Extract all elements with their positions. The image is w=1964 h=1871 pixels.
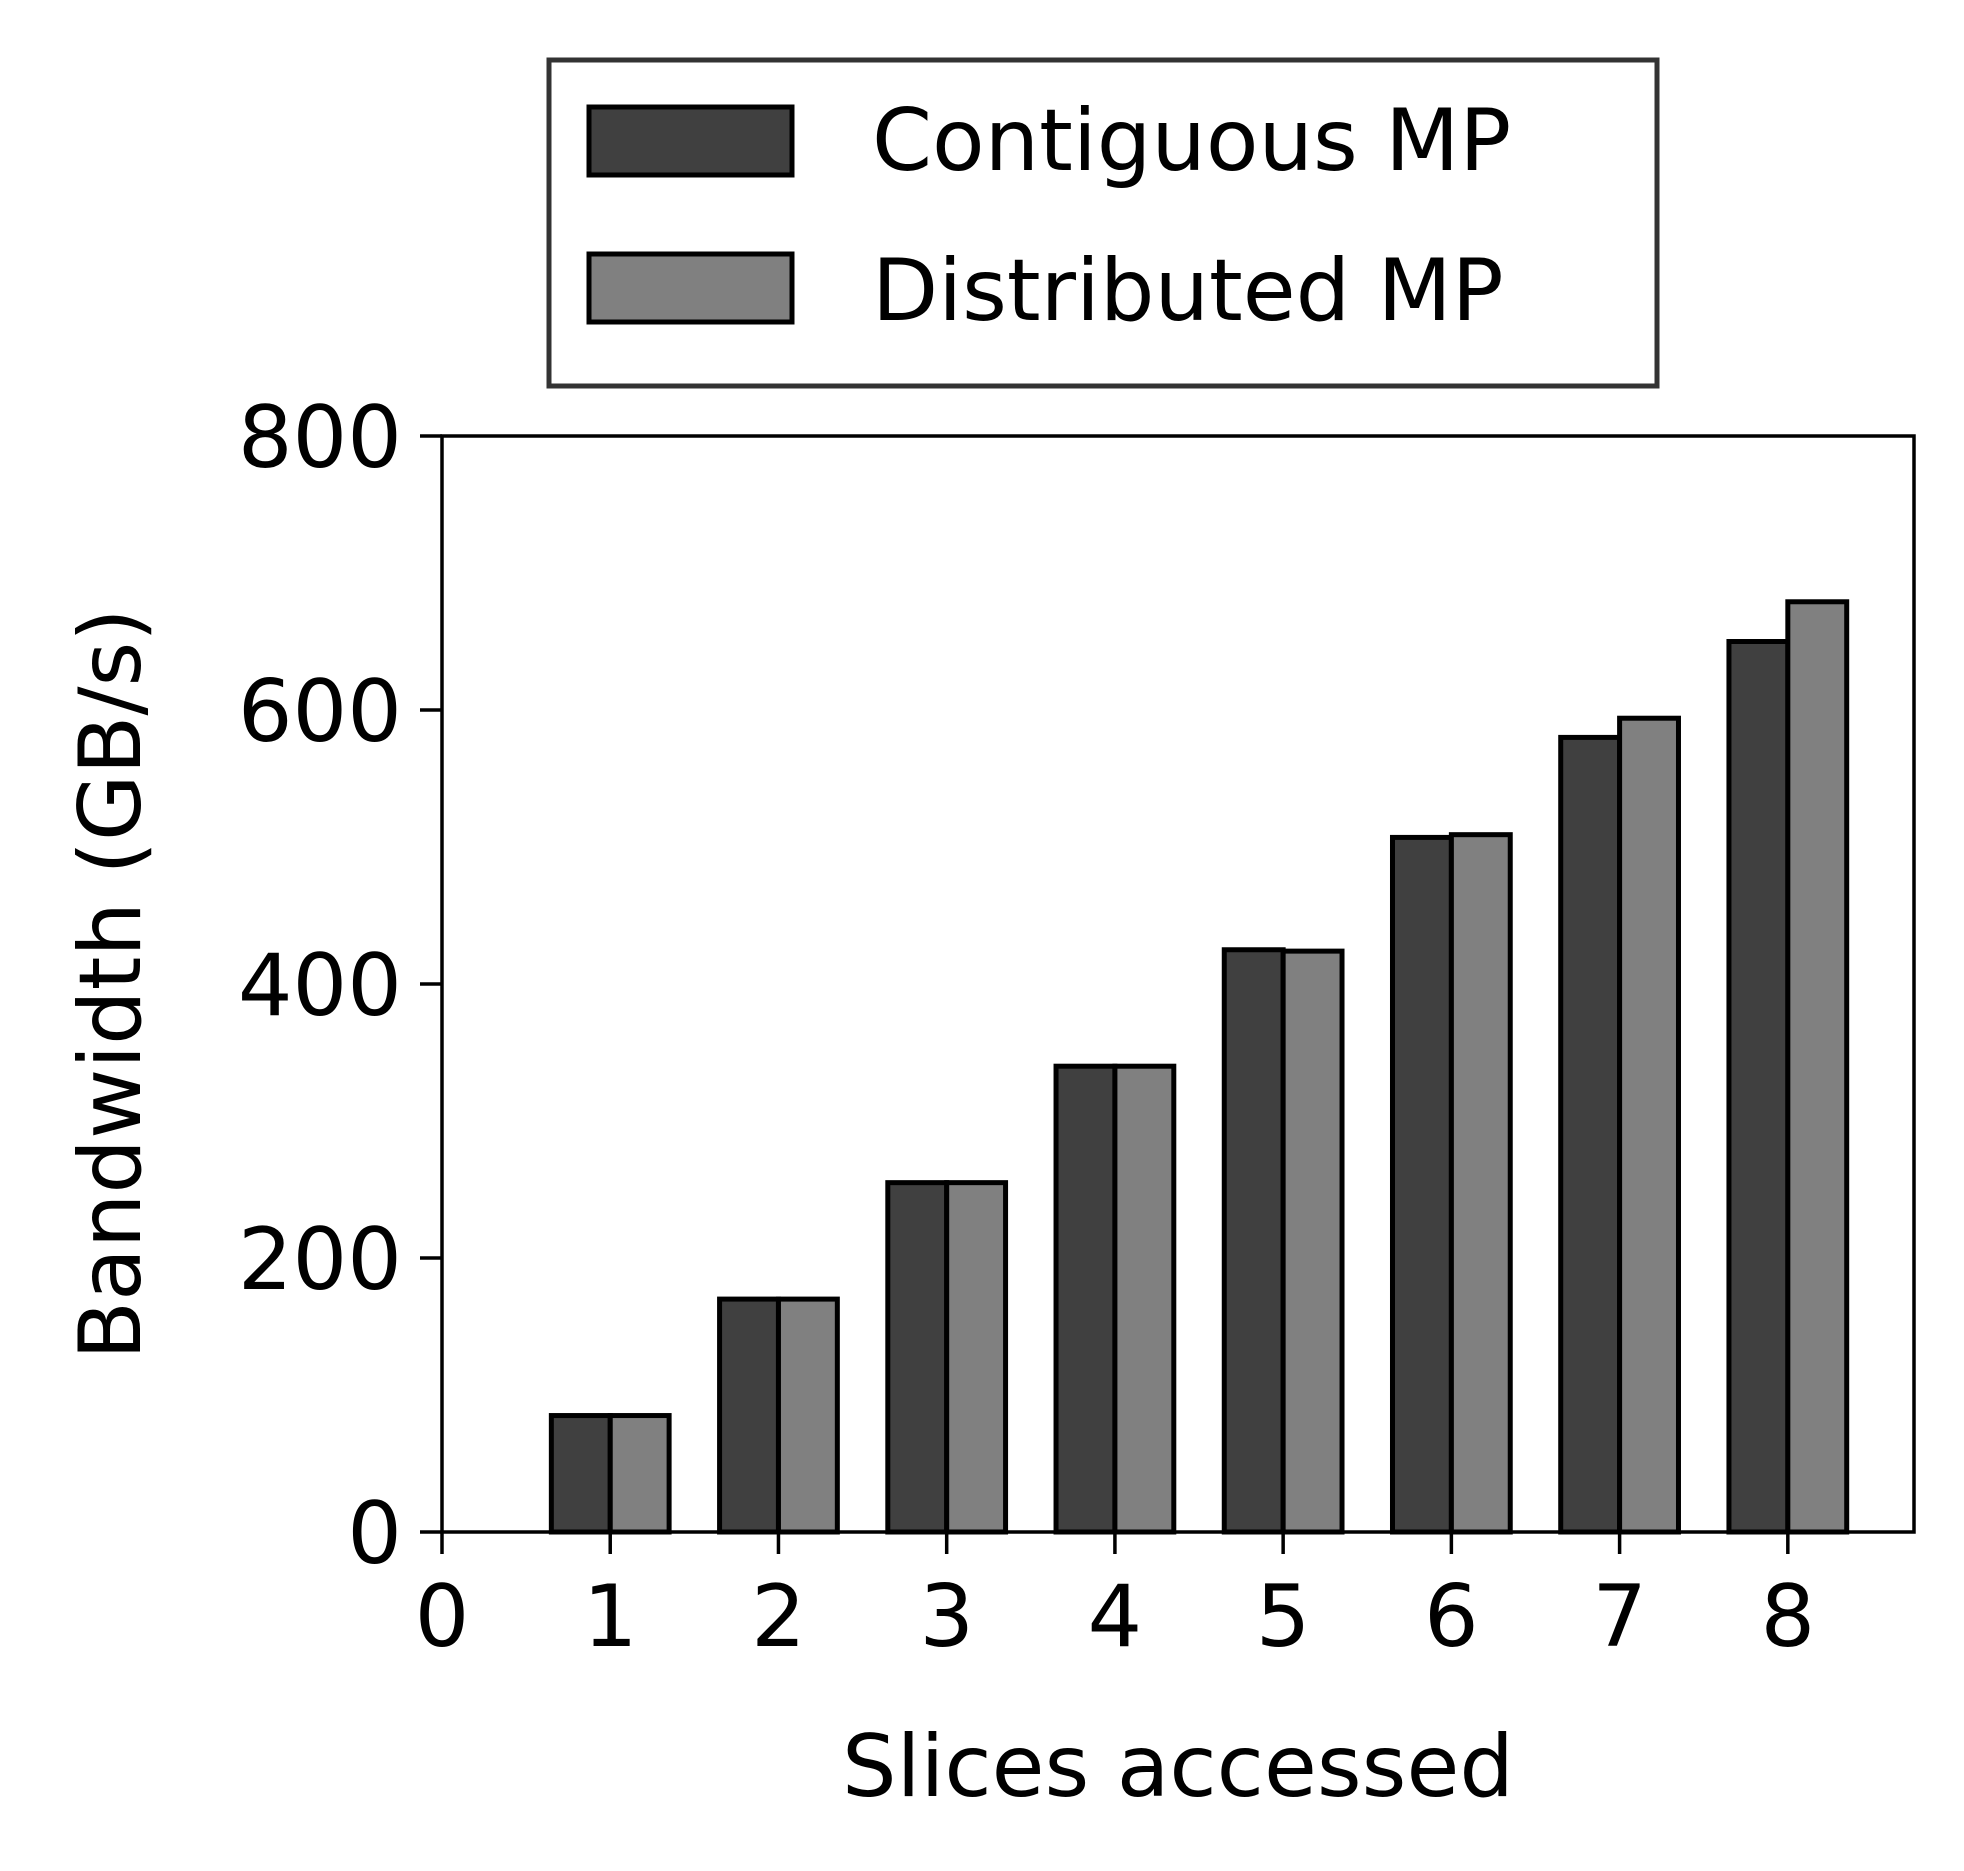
bar-contiguous-mp-5 xyxy=(1221,947,1286,1535)
y-axis-label: Bandwidth (GB/s) xyxy=(61,608,161,1360)
legend-swatch-contiguous-mp xyxy=(586,104,795,178)
y-tick-label-200: 200 xyxy=(238,1210,402,1310)
bar-distributed-mp-2 xyxy=(775,1296,840,1535)
y-tick-label-400: 400 xyxy=(238,936,402,1036)
legend-swatch-distributed-mp xyxy=(586,251,795,325)
x-tick-label-7: 7 xyxy=(1592,1567,1647,1667)
bar-contiguous-mp-2 xyxy=(717,1296,781,1535)
x-tick-label-6: 6 xyxy=(1424,1567,1479,1667)
plot-frame xyxy=(440,434,1916,1534)
x-axis-label: Slices accessed xyxy=(842,1717,1514,1817)
y-tick-label-0: 0 xyxy=(347,1484,402,1584)
bar-contiguous-mp-1 xyxy=(548,1413,613,1535)
legend-label-distributed-mp: Distributed MP xyxy=(872,241,1504,341)
y-axis-ticks: 0 200 400 600 800 xyxy=(238,388,442,1584)
x-axis-ticks: 0 1 2 3 4 5 6 7 8 xyxy=(415,1532,1815,1667)
bar-distributed-mp-3 xyxy=(944,1180,1009,1535)
bar-distributed-mp-4 xyxy=(1112,1063,1177,1535)
bar-contiguous-mp-8 xyxy=(1726,639,1791,1535)
bar-distributed-mp-1 xyxy=(607,1413,672,1535)
x-tick-label-4: 4 xyxy=(1088,1567,1143,1667)
x-tick-label-0: 0 xyxy=(415,1567,470,1667)
x-tick-label-3: 3 xyxy=(919,1567,974,1667)
legend-label-contiguous-mp: Contiguous MP xyxy=(872,91,1511,191)
bar-contiguous-mp-4 xyxy=(1053,1063,1118,1535)
x-tick-label-5: 5 xyxy=(1256,1567,1311,1667)
x-tick-label-2: 2 xyxy=(751,1567,806,1667)
bars-group xyxy=(548,599,1850,1535)
legend: Contiguous MP Distributed MP xyxy=(546,57,1660,389)
bar-distributed-mp-6 xyxy=(1448,832,1513,1535)
x-tick-label-8: 8 xyxy=(1760,1567,1815,1667)
bar-contiguous-mp-7 xyxy=(1558,734,1623,1535)
bar-contiguous-mp-3 xyxy=(885,1180,950,1535)
y-tick-label-800: 800 xyxy=(238,388,402,488)
bar-contiguous-mp-6 xyxy=(1389,834,1454,1535)
x-tick-label-1: 1 xyxy=(583,1567,638,1667)
bar-distributed-mp-8 xyxy=(1785,599,1850,1535)
y-tick-label-600: 600 xyxy=(238,662,402,762)
bar-distributed-mp-7 xyxy=(1617,715,1681,1535)
bar-distributed-mp-5 xyxy=(1280,948,1345,1535)
